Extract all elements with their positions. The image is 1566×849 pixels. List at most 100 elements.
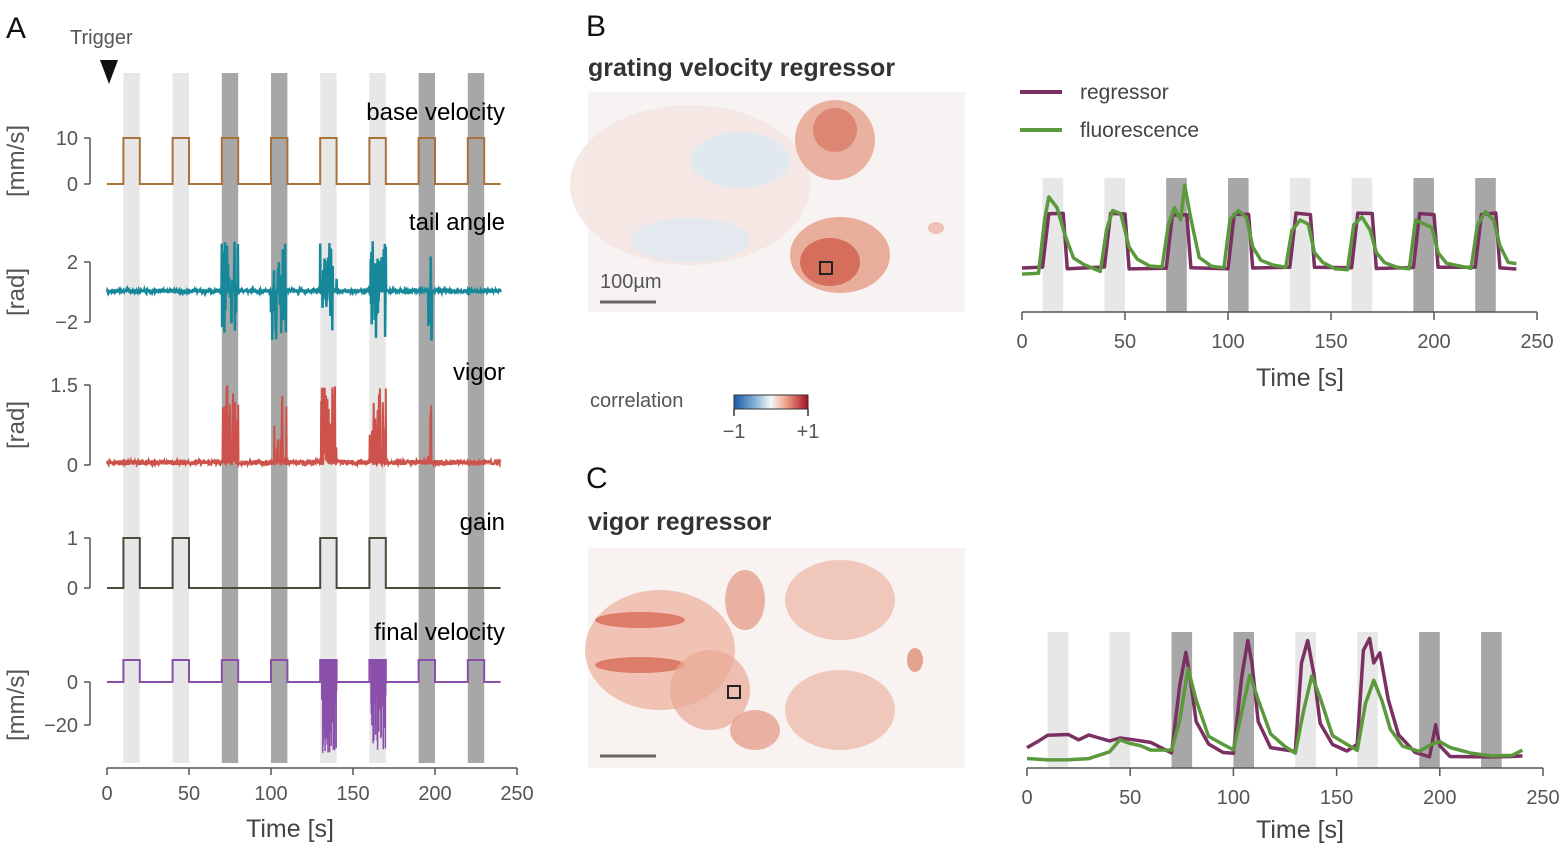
ytick-bv-0: 0 [67,174,78,196]
y-axis-gain [84,537,91,589]
trace-base-velocity [107,137,501,185]
x-ticks-a: 0 50 100 150 200 250 [101,768,534,805]
c-xtick-label-50: 50 [1119,787,1141,809]
ytick-vig-1.5: 1.5 [50,375,78,397]
colorbar-min: −1 [723,421,746,443]
panel-c-traces [1026,636,1524,762]
ytick-ta-2: 2 [67,252,78,274]
c-xtick-label-0: 0 [1021,787,1032,809]
stimulus-epoch-3 [271,73,288,763]
trace-tail-angle [105,241,502,341]
panel-b-label: B [586,10,606,43]
trace-vigor [106,385,502,469]
xtick-label-a-200: 200 [418,783,451,805]
b-xtick-label-50: 50 [1114,331,1136,353]
xtick-label-a-100: 100 [254,783,287,805]
unit-vigor: [rad] [3,401,30,449]
roi-marker-b [819,261,833,275]
scale-bar-label: 100µm [600,271,662,293]
xtick-label-a-250: 250 [500,783,533,805]
b-trace-fluorescence [1021,183,1517,276]
c-stimulus-epoch-7 [1481,632,1502,768]
stimulus-epoch-6 [418,73,435,763]
y-axis-tail-angle [84,261,91,323]
c-xtick-label-200: 200 [1423,787,1456,809]
panel-a-label: A [6,12,26,45]
unit-final-velocity: [mm/s] [3,669,30,741]
brain-map-c [585,548,965,768]
stimulus-epoch-0 [123,73,140,763]
x-ticks-b: 0 50 100 150 200 250 [1016,312,1554,353]
ytick-bv-10: 10 [56,128,78,150]
b-xtick-label-200: 200 [1417,331,1450,353]
brain-map-b [570,92,965,312]
label-base-velocity: base velocity [366,99,505,126]
stimulus-epochs-b [1042,178,1496,312]
legend-fluorescence: fluorescence [1080,119,1199,142]
panel-b: grating velocity regressor 100µm c [570,54,1554,443]
colorbar [733,394,809,410]
trace-gain [107,537,501,589]
y-axis-vigor [84,384,91,466]
b-stimulus-epoch-4 [1289,178,1311,312]
panel-b-traces [1021,183,1517,276]
panel-a-traces [105,137,502,753]
trigger-label: Trigger [70,27,133,49]
ytick-fv-neg20: −20 [44,715,78,737]
unit-base-velocity: [mm/s] [3,125,30,197]
c-xtick-label-250: 250 [1526,787,1559,809]
colorbar-ticks [733,409,809,416]
y-axis-base-velocity [84,137,91,185]
unit-tail-angle: [rad] [3,268,30,316]
panel-c: vigor regressor 0 50 100 150 200 250 Time [s] [585,508,1560,844]
b-xtick-label-100: 100 [1211,331,1244,353]
b-stimulus-epoch-5 [1351,178,1373,312]
c-trace-regressor [1026,636,1523,759]
panel-c-title: vigor regressor [588,508,772,536]
ytick-ta-neg2: −2 [55,312,78,334]
ytick-vig-0: 0 [67,455,78,477]
roi-marker-c [727,685,741,699]
stimulus-epochs [123,73,485,763]
ytick-gain-1: 1 [67,528,78,550]
trigger-arrow-icon [100,60,118,84]
xtick-label-a-50: 50 [178,783,200,805]
label-final-velocity: final velocity [374,619,505,646]
colorbar-max: +1 [797,421,820,443]
b-stimulus-epoch-1 [1104,178,1125,312]
b-stimulus-epoch-7 [1475,178,1496,312]
c-xtick-label-100: 100 [1217,787,1250,809]
x-label-b: Time [s] [1256,364,1344,392]
b-stimulus-epoch-6 [1413,178,1434,312]
panel-a: Trigger base velocity tail angle vigor g… [3,27,534,843]
legend-regressor: regressor [1080,81,1169,104]
x-label-a: Time [s] [246,815,334,843]
colorbar-label: correlation [590,390,683,412]
c-trace-fluorescence [1026,666,1524,762]
x-ticks-c: 0 50 100 150 200 250 [1021,768,1560,809]
panel-c-label: C [586,462,608,495]
trace-final-velocity-bursts [321,660,387,753]
panel-b-title: grating velocity regressor [588,54,895,82]
ytick-gain-0: 0 [67,578,78,600]
b-xtick-label-150: 150 [1314,331,1347,353]
xtick-label-a-0: 0 [101,783,112,805]
y-axis-final-velocity [84,681,91,726]
c-stimulus-epoch-1 [1109,632,1131,768]
y-axes [84,137,91,726]
label-gain: gain [460,509,505,536]
b-xtick-label-250: 250 [1520,331,1553,353]
ytick-fv-0: 0 [67,672,78,694]
trace-final-velocity [107,659,501,683]
label-vigor: vigor [453,359,505,386]
c-stimulus-epoch-0 [1047,632,1069,768]
stimulus-epoch-1 [172,73,189,763]
b-xtick-label-0: 0 [1016,331,1027,353]
x-label-c: Time [s] [1256,816,1344,844]
xtick-label-a-150: 150 [336,783,369,805]
b-stimulus-epoch-3 [1228,178,1249,312]
stimulus-epoch-7 [467,73,485,763]
label-tail-angle: tail angle [409,209,505,236]
c-xtick-label-150: 150 [1320,787,1353,809]
